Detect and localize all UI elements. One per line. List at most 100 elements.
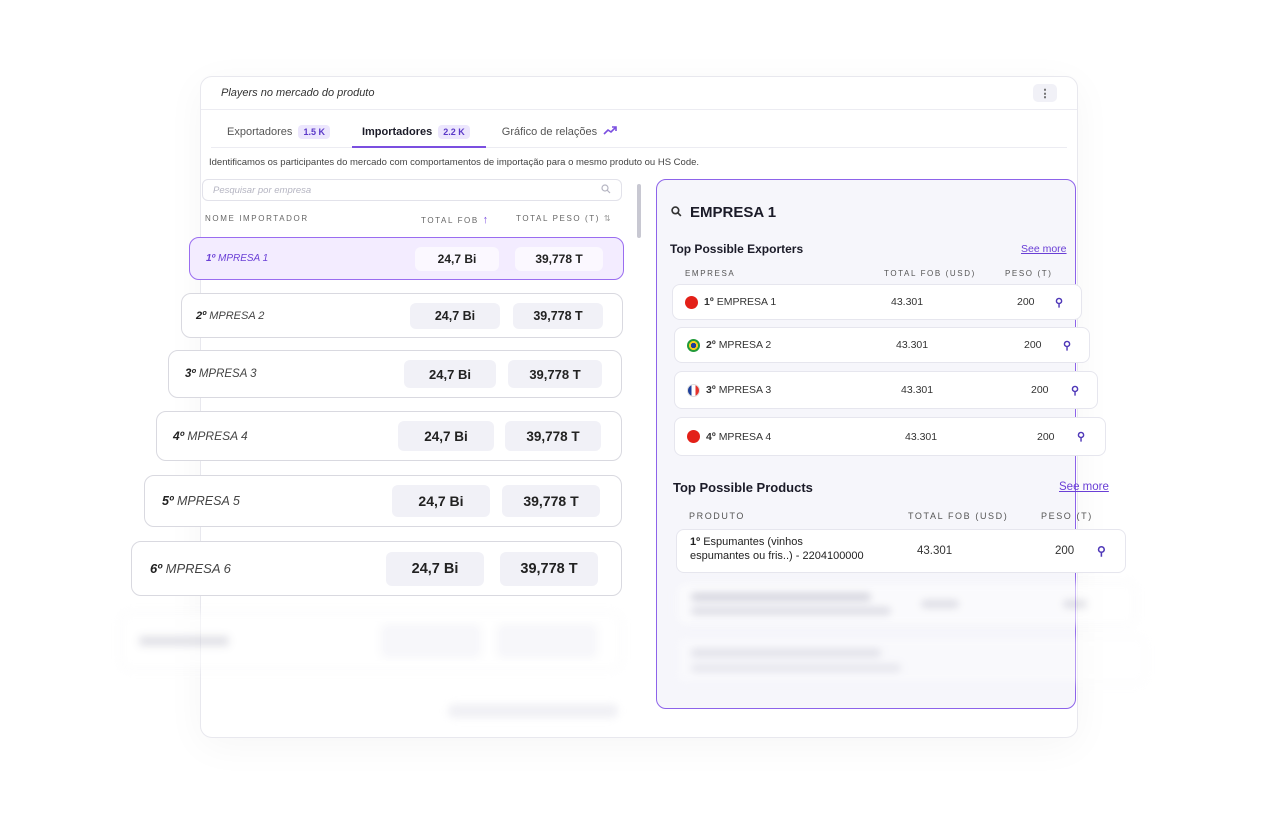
product-row[interactable]: 1º Espumantes (vinhos espumantes ou fris… (676, 529, 1126, 573)
products-see-more-link[interactable]: See more (1059, 481, 1109, 493)
exporter-fob: 43.301 (896, 339, 929, 351)
trend-icon (603, 125, 617, 139)
importer-row-blurred (120, 612, 622, 670)
exporter-row[interactable]: 3º MPRESA 3 43.301 200 ⚲ (674, 371, 1098, 409)
col-produto: PRODUTO (689, 511, 746, 521)
exporter-peso: 200 (1024, 339, 1042, 351)
blurred-text (691, 593, 871, 601)
tab-exportadores[interactable]: Exportadores 1.5 K (211, 117, 346, 147)
peso-value: 39,778 T (500, 551, 598, 586)
brazil-flag-icon (687, 338, 700, 352)
exporter-fob: 43.301 (891, 296, 924, 308)
china-flag-icon (687, 430, 700, 443)
column-header-name: NOME IMPORTADOR (205, 214, 309, 223)
search-icon[interactable]: ⚲ (1077, 431, 1086, 443)
product-name: 1º Espumantes (vinhos espumantes ou fris… (690, 536, 864, 562)
column-header-peso[interactable]: TOTAL PESO (T) ⇅ (516, 214, 612, 223)
sort-icon[interactable]: ⇅ (603, 214, 613, 223)
china-flag-icon (685, 295, 698, 309)
fob-value: 24,7 Bi (404, 360, 496, 388)
exporter-peso: 200 (1017, 296, 1035, 308)
importer-row[interactable]: 6º MPRESA 6 24,7 Bi 39,778 T (131, 541, 622, 596)
product-row-blurred (676, 582, 1136, 626)
exporter-row[interactable]: 2º MPRESA 2 43.301 200 ⚲ (674, 327, 1090, 363)
card-header: Players no mercado do produto ⋮ (201, 77, 1077, 110)
fob-value: 24,7 Bi (386, 551, 484, 586)
col-empresa: EMPRESA (685, 269, 736, 278)
fob-value: 24,7 Bi (398, 421, 494, 451)
scrollbar[interactable] (637, 184, 641, 238)
peso-value: 39,778 T (505, 421, 601, 451)
exporters-see-more-link[interactable]: See more (1021, 243, 1067, 255)
product-fob: 43.301 (917, 545, 953, 557)
importer-row[interactable]: 5º MPRESA 5 24,7 Bi 39,778 T (144, 475, 622, 527)
count-badge: 1.5 K (298, 125, 330, 139)
column-header-peso-label: TOTAL PESO (T) (516, 214, 601, 223)
importer-row[interactable]: 1º MPRESA 1 24,7 Bi 39,778 T (189, 237, 624, 280)
search-icon[interactable]: ⚲ (1063, 339, 1072, 352)
search-placeholder: Pesquisar por empresa (213, 184, 312, 196)
exporter-peso: 200 (1037, 430, 1055, 443)
peso-value: 39,778 T (508, 360, 602, 388)
importer-name: 6º MPRESA 6 (150, 561, 231, 576)
importer-row[interactable]: 2º MPRESA 2 24,7 Bi 39,778 T (181, 293, 623, 338)
exporter-fob: 43.301 (901, 384, 934, 396)
exporter-name: 2º MPRESA 2 (687, 338, 771, 352)
blurred-name (139, 636, 229, 646)
blurred-text (691, 664, 901, 672)
importer-name: 5º MPRESA 5 (162, 494, 240, 508)
products-title: Top Possible Products (673, 480, 813, 495)
tab-grafico-relacoes[interactable]: Gráfico de relações (486, 117, 633, 147)
column-header-fob[interactable]: TOTAL FOB ↑ (421, 214, 490, 226)
blurred-peso (497, 624, 597, 658)
fob-value: 24,7 Bi (410, 302, 500, 329)
exporter-name: 3º MPRESA 3 (687, 383, 771, 397)
importer-row[interactable]: 3º MPRESA 3 24,7 Bi 39,778 T (168, 350, 622, 398)
tab-label: Importadores (361, 126, 433, 138)
exporters-title: Top Possible Exporters (670, 242, 804, 256)
count-badge: 2.2 K (438, 125, 470, 139)
search-icon[interactable]: ⚲ (1071, 384, 1080, 397)
importer-name: 3º MPRESA 3 (185, 368, 257, 380)
france-flag-icon (687, 383, 700, 397)
tab-bar: Exportadores 1.5 K Importadores 2.2 K Gr… (211, 117, 1067, 148)
importer-name: 1º MPRESA 1 (206, 253, 269, 264)
more-options-icon[interactable]: ⋮ (1033, 84, 1057, 102)
blurred-fob (381, 624, 481, 658)
sort-ascending-icon[interactable]: ↑ (482, 214, 490, 226)
col-peso: PESO (T) (1005, 269, 1053, 278)
col-total-fob: TOTAL FOB (USD) (884, 269, 976, 278)
search-icon[interactable]: ⚲ (1097, 544, 1106, 558)
importer-name: 4º MPRESA 4 (173, 429, 248, 443)
card-title: Players no mercado do produto (221, 87, 375, 99)
importer-row[interactable]: 4º MPRESA 4 24,7 Bi 39,778 T (156, 411, 622, 461)
peso-value: 39,778 T (513, 302, 603, 329)
peso-value: 39,778 T (515, 246, 603, 271)
fob-value: 24,7 Bi (415, 246, 499, 271)
column-header-fob-label: TOTAL FOB (421, 216, 479, 225)
importer-name: 2º MPRESA 2 (196, 309, 265, 322)
col-total-fob: TOTAL FOB (USD) (908, 511, 1009, 521)
blurred-text (691, 607, 891, 615)
exporter-row[interactable]: 4º MPRESA 4 43.301 200 ⚲ (674, 417, 1106, 456)
col-peso: PESO (T) (1041, 511, 1093, 521)
search-input[interactable]: Pesquisar por empresa (202, 179, 622, 201)
description-text: Identificamos os participantes do mercad… (209, 157, 700, 168)
blurred-text (1063, 600, 1087, 608)
search-icon (601, 183, 611, 197)
panel-title: EMPRESA 1 (671, 204, 776, 221)
exporter-fob: 43.301 (905, 430, 938, 443)
exporter-name: 1º EMPRESA 1 (685, 295, 776, 309)
product-row-blurred (676, 636, 1146, 684)
search-icon[interactable]: ⚲ (1055, 296, 1064, 309)
tab-label: Gráfico de relações (501, 126, 598, 138)
company-name: EMPRESA 1 (690, 204, 777, 221)
peso-value: 39,778 T (502, 485, 600, 517)
exporter-peso: 200 (1031, 384, 1049, 396)
blurred-text (921, 600, 959, 608)
tab-importadores[interactable]: Importadores 2.2 K (346, 117, 486, 148)
product-peso: 200 (1055, 545, 1075, 557)
blurred-text (691, 649, 881, 657)
exporter-row[interactable]: 1º EMPRESA 1 43.301 200 ⚲ (672, 284, 1082, 320)
pagination-blurred (448, 704, 618, 718)
